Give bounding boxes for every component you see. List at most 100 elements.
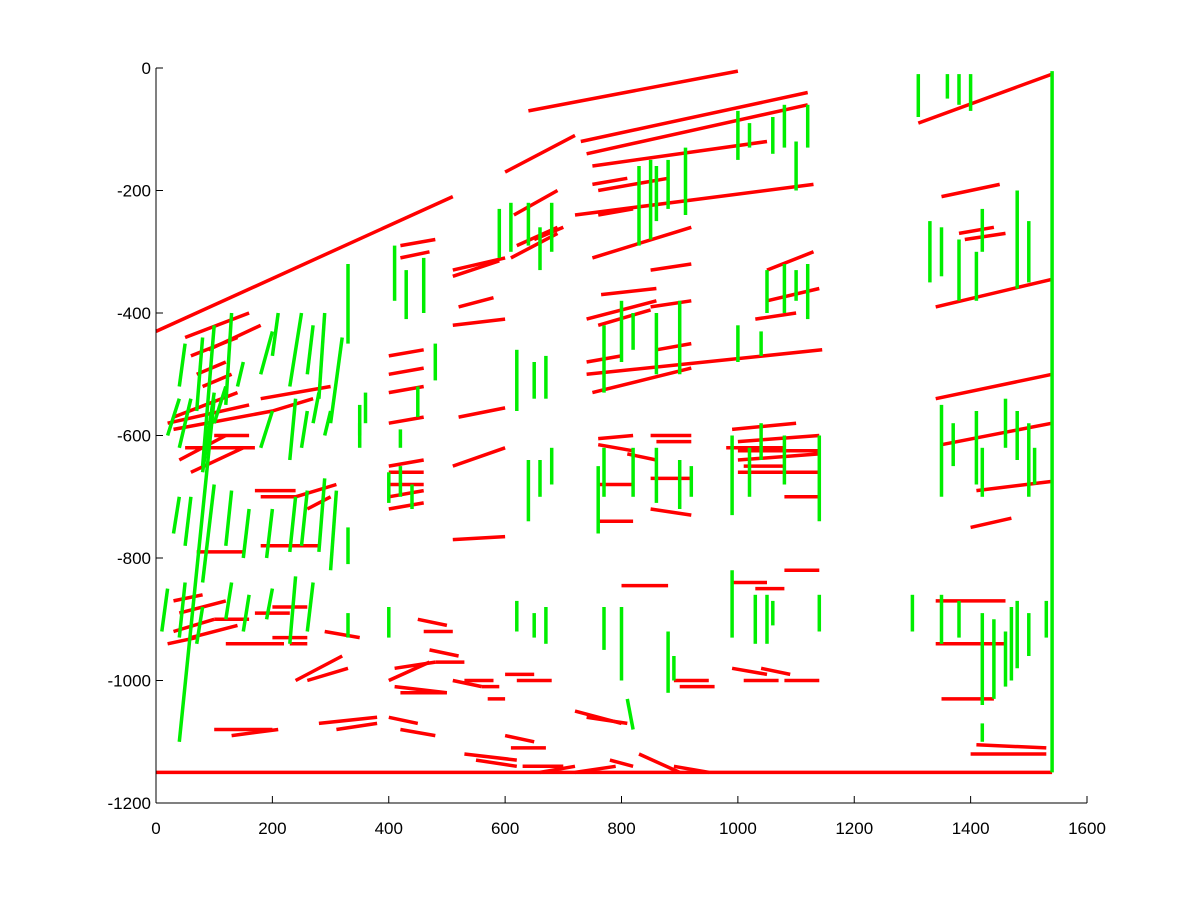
segment-0-91 <box>271 397 314 413</box>
segment-0-72 <box>388 366 425 377</box>
segment-0-61 <box>766 286 820 303</box>
segment-1-140 <box>264 588 275 620</box>
y-tick-label: -200 <box>117 182 151 201</box>
segment-0-82 <box>184 311 250 340</box>
segment-0-141 <box>539 764 576 775</box>
segment-0-32 <box>592 176 628 187</box>
segment-0-40 <box>597 442 634 453</box>
segment-1-111 <box>288 312 304 387</box>
segment-0-3 <box>935 277 1053 309</box>
segment-0-0 <box>155 195 454 333</box>
segment-1-119 <box>259 410 275 449</box>
segment-0-70 <box>452 534 506 542</box>
segment-0-26 <box>513 188 559 217</box>
segment-0-80 <box>400 237 436 248</box>
segment-0-71 <box>388 348 425 358</box>
segment-1-105 <box>194 337 205 412</box>
segment-0-98 <box>295 482 337 499</box>
segment-0-21 <box>586 103 809 156</box>
segment-1-121 <box>299 410 310 449</box>
segment-1-106 <box>200 325 216 467</box>
segment-1-128 <box>241 508 251 559</box>
segment-1-108 <box>235 361 246 387</box>
segment-0-19 <box>591 366 692 395</box>
segment-0-117 <box>231 727 279 738</box>
segment-0-137 <box>475 758 518 769</box>
segment-0-65 <box>452 259 500 278</box>
segment-0-145 <box>673 764 710 775</box>
segment-1-116 <box>177 398 193 449</box>
series-1 <box>160 71 1054 773</box>
segment-0-48 <box>731 421 797 432</box>
x-tick-label: 1200 <box>835 819 873 838</box>
segment-1-122 <box>311 392 321 424</box>
segment-0-102 <box>173 593 203 603</box>
segment-1-112 <box>305 325 315 375</box>
segment-0-25 <box>504 133 576 174</box>
segment-0-113 <box>294 654 344 683</box>
x-tick-label: 1400 <box>952 819 990 838</box>
segment-1-109 <box>259 330 275 375</box>
segment-0-47 <box>650 507 692 517</box>
segment-0-128 <box>429 648 459 658</box>
segment-1-135 <box>177 582 187 638</box>
segment-0-69 <box>452 446 506 468</box>
segment-0-52 <box>737 452 820 462</box>
segment-0-78 <box>388 488 425 499</box>
segment-0-94 <box>190 446 245 474</box>
segment-0-89 <box>173 409 273 432</box>
segment-0-28 <box>510 231 559 260</box>
segment-0-6 <box>976 479 1053 493</box>
segment-series <box>155 69 1054 775</box>
segment-1-137 <box>177 398 216 742</box>
segment-0-4 <box>935 372 1053 401</box>
segment-0-30 <box>600 286 657 297</box>
segment-1-129 <box>264 508 275 559</box>
segment-0-13 <box>941 182 1001 199</box>
segment-0-64 <box>452 256 506 272</box>
x-tick-label: 600 <box>491 819 519 838</box>
segment-0-20 <box>580 90 809 144</box>
segment-0-18 <box>586 348 823 377</box>
segment-1-142 <box>305 582 315 632</box>
segment-1-110 <box>270 312 280 357</box>
x-tick-group: 0 200 400 600 800 1000 1200 1400 1600 <box>151 796 1106 838</box>
segment-0-147 <box>586 715 628 726</box>
segment-1-141 <box>288 576 298 644</box>
segment-0-142 <box>574 764 616 775</box>
segment-1-134 <box>160 588 170 632</box>
segment-0-60 <box>766 250 815 272</box>
y-tick-label: -400 <box>117 304 151 323</box>
segment-0-144 <box>638 752 681 774</box>
segment-0-115 <box>306 666 349 683</box>
segment-0-31 <box>650 262 692 272</box>
segment-0-118 <box>318 715 378 726</box>
segment-0-138 <box>504 733 535 744</box>
segment-0-67 <box>452 317 506 328</box>
y-tick-label: 0 <box>142 59 151 78</box>
segment-0-74 <box>388 415 425 425</box>
segment-0-68 <box>458 406 506 419</box>
segment-1-130 <box>288 496 298 553</box>
segment-1-114 <box>328 337 344 424</box>
segment-0-79 <box>388 501 425 511</box>
segment-1-136 <box>194 606 205 645</box>
x-tick-label: 800 <box>607 819 635 838</box>
x-tick-label: 0 <box>151 819 160 838</box>
segment-0-99 <box>306 495 332 511</box>
segment-0-5 <box>941 421 1053 447</box>
segment-0-15 <box>964 231 1006 242</box>
segment-0-11 <box>976 743 1047 750</box>
segment-0-119 <box>336 721 378 732</box>
segment-1-113 <box>317 312 327 399</box>
y-tick-label: -800 <box>117 549 151 568</box>
segment-0-24 <box>528 69 739 113</box>
segment-1-138 <box>224 582 234 620</box>
segment-0-125 <box>394 660 436 671</box>
segment-0-33 <box>597 207 634 217</box>
segment-0-75 <box>388 458 425 468</box>
segment-1-133 <box>328 490 339 571</box>
y-tick-label: -1000 <box>108 672 151 691</box>
segment-0-7 <box>970 516 1012 530</box>
